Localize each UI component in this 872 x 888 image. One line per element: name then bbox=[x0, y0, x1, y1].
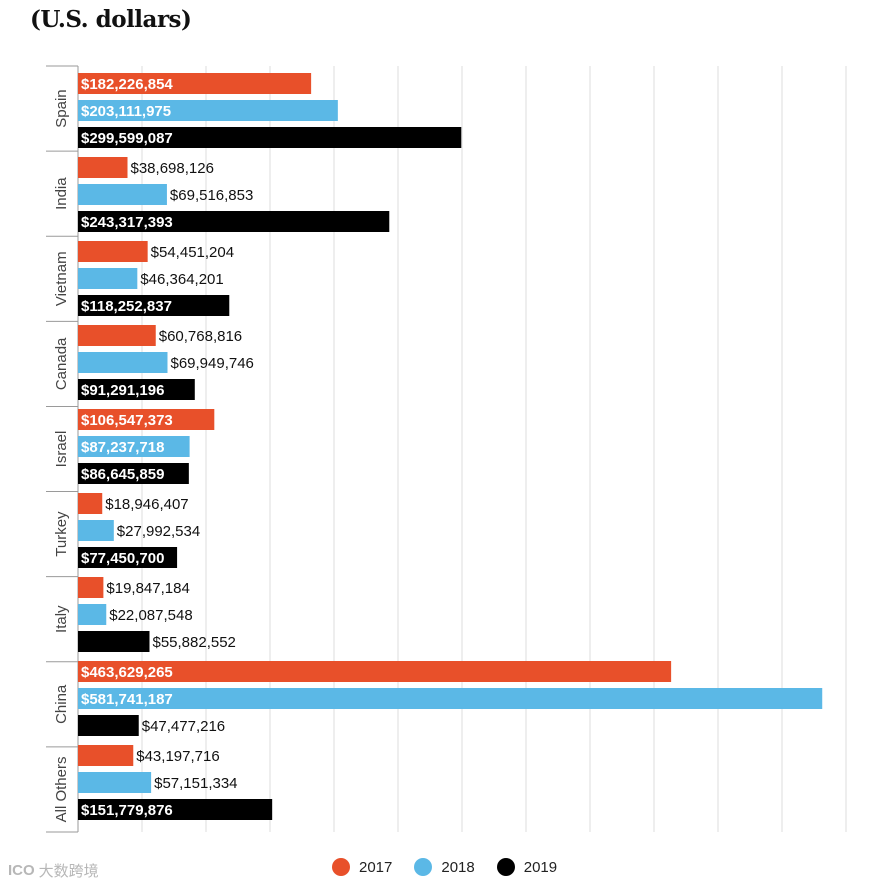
legend-label: 2019 bbox=[523, 858, 558, 876]
category-label: Canada bbox=[53, 337, 70, 390]
bar bbox=[78, 463, 189, 484]
bar bbox=[78, 409, 215, 430]
legend-item: 2017 bbox=[332, 858, 392, 876]
bar-data-label: $18,946,407 bbox=[105, 496, 188, 513]
bar bbox=[78, 745, 134, 766]
category-label: Vietnam bbox=[53, 251, 70, 306]
bar bbox=[78, 493, 103, 514]
bar bbox=[78, 241, 148, 262]
bar-data-label: $38,698,126 bbox=[131, 160, 214, 177]
bar-data-label: $60,768,816 bbox=[159, 328, 242, 345]
bar bbox=[78, 352, 168, 373]
bar-data-label: $581,741,187 bbox=[81, 691, 173, 708]
bar-data-label: $69,949,746 bbox=[170, 355, 253, 372]
bar bbox=[78, 127, 462, 148]
bar bbox=[78, 520, 114, 541]
bar-data-label: $151,779,876 bbox=[81, 802, 173, 819]
legend-swatch bbox=[414, 858, 433, 876]
category-label: Italy bbox=[53, 605, 70, 633]
legend: 2017 2018 2019 bbox=[332, 858, 579, 876]
bar-data-label: $203,111,975 bbox=[81, 103, 171, 120]
bar-data-label: $463,629,265 bbox=[81, 664, 173, 681]
bar bbox=[78, 325, 156, 346]
bar-data-label: $243,317,393 bbox=[81, 214, 173, 231]
bar bbox=[78, 436, 190, 457]
bar bbox=[78, 604, 107, 625]
legend-item: 2019 bbox=[496, 858, 558, 876]
legend-item: 2018 bbox=[414, 858, 475, 876]
category-label: China bbox=[53, 684, 70, 724]
category-label: Turkey bbox=[53, 511, 70, 557]
legend-label: 2018 bbox=[441, 858, 475, 876]
bar-data-label: $43,197,716 bbox=[136, 748, 219, 765]
category-label: Spain bbox=[53, 89, 70, 127]
bar-data-label: $299,599,087 bbox=[81, 130, 173, 147]
bar-data-label: $91,291,196 bbox=[81, 382, 164, 399]
bar bbox=[78, 661, 672, 682]
bar-data-label: $106,547,373 bbox=[81, 412, 173, 429]
bar-data-label: $182,226,854 bbox=[81, 76, 173, 93]
bar bbox=[78, 211, 390, 232]
bar bbox=[78, 295, 230, 316]
bar-data-label: $69,516,853 bbox=[170, 187, 253, 204]
bar bbox=[78, 547, 178, 568]
bar-data-label: $22,087,548 bbox=[109, 607, 192, 624]
bar-data-label: $19,847,184 bbox=[106, 580, 189, 597]
bar-data-label: $54,451,204 bbox=[151, 244, 234, 261]
bar-data-label: $77,450,700 bbox=[81, 550, 164, 567]
bar bbox=[78, 715, 139, 736]
category-label: Israel bbox=[53, 431, 70, 468]
watermark-text: 大数跨境 bbox=[38, 863, 99, 880]
bar bbox=[78, 157, 128, 178]
bar-data-label: $47,477,216 bbox=[142, 718, 225, 735]
legend-swatch bbox=[332, 858, 350, 876]
bar bbox=[78, 577, 104, 598]
legend-label: 2017 bbox=[359, 858, 393, 876]
bar bbox=[78, 100, 338, 121]
bar bbox=[78, 184, 167, 205]
category-label: India bbox=[53, 177, 70, 210]
bar-data-label: $57,151,334 bbox=[154, 775, 237, 792]
watermark: ICO 大数跨境 bbox=[8, 860, 99, 881]
bar bbox=[78, 379, 195, 400]
bar bbox=[78, 268, 138, 289]
bar-data-label: $86,645,859 bbox=[81, 466, 164, 483]
bar bbox=[78, 631, 150, 652]
bar-data-label: $55,882,552 bbox=[152, 634, 235, 651]
bar bbox=[78, 688, 823, 709]
chart-title: (U.S. dollars) bbox=[30, 6, 192, 33]
bar bbox=[78, 799, 273, 820]
bar bbox=[78, 73, 312, 94]
category-label: All Others bbox=[53, 757, 70, 823]
bar bbox=[78, 772, 152, 793]
bar-data-label: $46,364,201 bbox=[140, 271, 223, 288]
bar-data-label: $27,992,534 bbox=[117, 523, 200, 540]
legend-swatch bbox=[496, 858, 515, 876]
bar-data-label: $118,252,837 bbox=[81, 298, 172, 315]
watermark-logo-icon: ICO bbox=[8, 862, 35, 879]
bar-data-label: $87,237,718 bbox=[81, 439, 164, 456]
